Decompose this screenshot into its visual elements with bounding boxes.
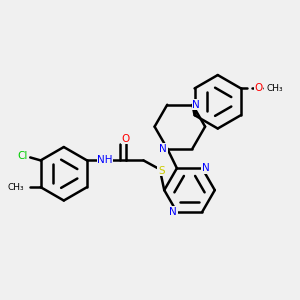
Text: S: S <box>158 166 165 176</box>
Text: N: N <box>202 163 210 173</box>
Text: Cl: Cl <box>17 151 27 161</box>
Text: NH: NH <box>97 155 112 165</box>
Text: N: N <box>169 207 177 217</box>
Text: CH₃: CH₃ <box>266 84 283 93</box>
Text: N: N <box>160 143 167 154</box>
Text: N: N <box>193 100 200 110</box>
Text: O: O <box>122 134 130 144</box>
Text: O: O <box>254 83 262 93</box>
Text: CH₃: CH₃ <box>8 183 24 192</box>
